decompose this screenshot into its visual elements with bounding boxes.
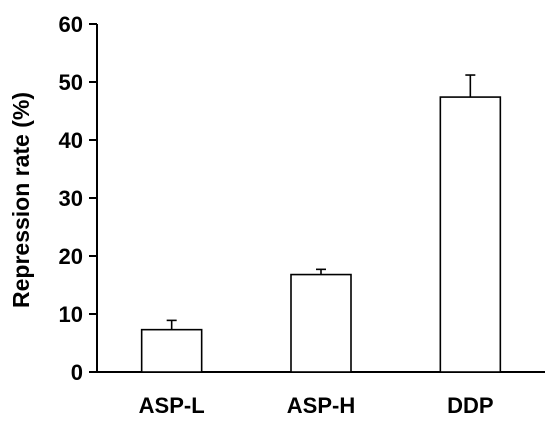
y-tick-label: 60	[59, 12, 83, 37]
bar-ddp	[439, 96, 502, 373]
bar-asp-h	[290, 273, 352, 373]
plot-area: 0 10 20 30 40 50 60 ASP-L ASP-H DDP	[59, 12, 545, 418]
bar-asp-l	[140, 328, 203, 373]
y-tick-label: 0	[71, 360, 83, 385]
y-axis-title: Repression rate (%)	[8, 92, 34, 308]
x-tick-label: DDP	[447, 393, 493, 418]
y-tick-label: 40	[59, 128, 83, 153]
x-tick-label: ASP-L	[139, 393, 205, 418]
y-tick-label: 30	[59, 186, 83, 211]
x-tick-label: ASP-H	[287, 393, 355, 418]
y-tick-label: 50	[59, 70, 83, 95]
y-tick-label: 20	[59, 244, 83, 269]
y-tick-label: 10	[59, 302, 83, 327]
